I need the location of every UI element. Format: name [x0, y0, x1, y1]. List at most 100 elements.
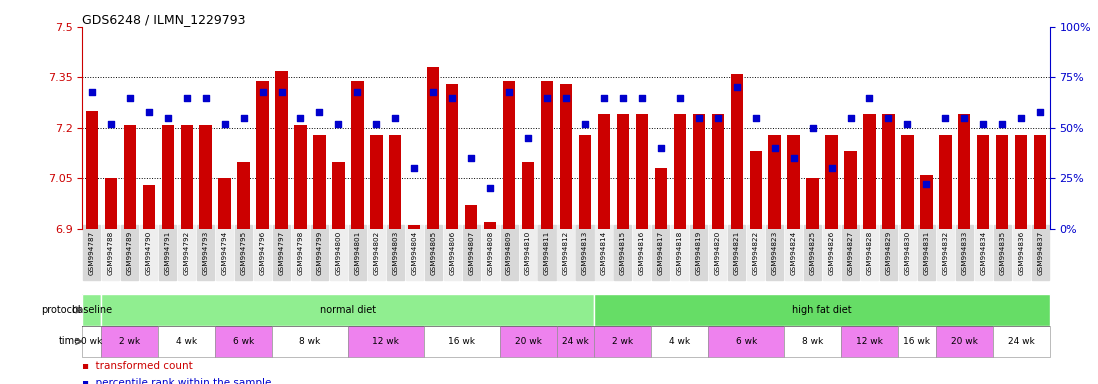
- Bar: [712, 114, 724, 229]
- Point: [102, 121, 120, 127]
- Bar: [784, 326, 841, 357]
- Text: 20 wk: 20 wk: [951, 337, 978, 346]
- Bar: [503, 81, 515, 229]
- Bar: [219, 179, 231, 229]
- Text: 2 wk: 2 wk: [120, 337, 141, 346]
- Text: 24 wk: 24 wk: [562, 337, 589, 346]
- Bar: [86, 111, 98, 229]
- Bar: [484, 222, 496, 229]
- Text: 0 wk: 0 wk: [81, 337, 102, 346]
- Bar: [466, 205, 478, 229]
- Point: [348, 88, 366, 94]
- Point: [842, 115, 860, 121]
- Point: [216, 121, 234, 127]
- Text: 12 wk: 12 wk: [856, 337, 883, 346]
- Text: 16 wk: 16 wk: [448, 337, 475, 346]
- Bar: [806, 179, 819, 229]
- Point: [121, 94, 138, 101]
- Point: [557, 94, 574, 101]
- Text: 2 wk: 2 wk: [613, 337, 634, 346]
- Point: [728, 84, 746, 91]
- Bar: [333, 162, 345, 229]
- Point: [918, 181, 935, 187]
- Bar: [651, 326, 708, 357]
- Bar: [977, 135, 989, 229]
- Bar: [500, 326, 557, 357]
- Point: [254, 88, 271, 94]
- Bar: [708, 326, 784, 357]
- Text: 8 wk: 8 wk: [300, 337, 321, 346]
- Bar: [844, 151, 856, 229]
- Bar: [939, 135, 952, 229]
- Bar: [104, 179, 117, 229]
- Bar: [826, 135, 838, 229]
- Point: [368, 121, 385, 127]
- Point: [937, 115, 954, 121]
- Bar: [370, 135, 382, 229]
- Bar: [408, 225, 421, 229]
- Bar: [594, 294, 1050, 326]
- Point: [235, 115, 253, 121]
- Bar: [560, 84, 572, 229]
- Point: [538, 94, 556, 101]
- Point: [709, 115, 727, 121]
- Bar: [594, 326, 651, 357]
- Text: 6 wk: 6 wk: [233, 337, 255, 346]
- Bar: [883, 114, 895, 229]
- Bar: [841, 326, 898, 357]
- Point: [822, 165, 840, 171]
- Bar: [200, 124, 212, 229]
- Bar: [730, 74, 743, 229]
- Point: [83, 88, 101, 94]
- Point: [197, 94, 214, 101]
- Bar: [541, 81, 553, 229]
- Text: ▪  percentile rank within the sample: ▪ percentile rank within the sample: [82, 378, 271, 384]
- Point: [766, 145, 784, 151]
- Bar: [101, 326, 158, 357]
- Bar: [693, 114, 705, 229]
- Bar: [674, 114, 686, 229]
- Bar: [617, 114, 629, 229]
- Text: time: time: [58, 336, 80, 346]
- Bar: [935, 326, 993, 357]
- Point: [311, 109, 328, 115]
- Point: [481, 185, 498, 192]
- Point: [405, 165, 423, 171]
- Point: [785, 155, 803, 161]
- Bar: [863, 114, 876, 229]
- Bar: [124, 124, 136, 229]
- Bar: [101, 294, 594, 326]
- Text: ▪  transformed count: ▪ transformed count: [82, 361, 193, 371]
- Text: 4 wk: 4 wk: [176, 337, 198, 346]
- Point: [178, 94, 195, 101]
- Point: [329, 121, 347, 127]
- Point: [159, 115, 177, 121]
- Bar: [1034, 135, 1046, 229]
- Bar: [313, 135, 326, 229]
- Bar: [294, 124, 306, 229]
- Bar: [272, 326, 348, 357]
- Bar: [427, 67, 439, 229]
- Text: 8 wk: 8 wk: [802, 337, 824, 346]
- Bar: [351, 81, 363, 229]
- Point: [519, 135, 537, 141]
- Bar: [636, 114, 648, 229]
- Bar: [215, 326, 272, 357]
- Point: [1031, 109, 1049, 115]
- Bar: [750, 151, 762, 229]
- Bar: [256, 81, 269, 229]
- Text: protocol: protocol: [41, 305, 80, 315]
- Point: [671, 94, 688, 101]
- Point: [576, 121, 594, 127]
- Point: [595, 94, 613, 101]
- Point: [898, 121, 916, 127]
- Point: [879, 115, 897, 121]
- Bar: [920, 175, 932, 229]
- Bar: [993, 326, 1050, 357]
- Bar: [180, 124, 193, 229]
- Bar: [579, 135, 591, 229]
- Bar: [161, 124, 173, 229]
- Text: normal diet: normal diet: [320, 305, 376, 315]
- Bar: [522, 162, 535, 229]
- Bar: [446, 84, 458, 229]
